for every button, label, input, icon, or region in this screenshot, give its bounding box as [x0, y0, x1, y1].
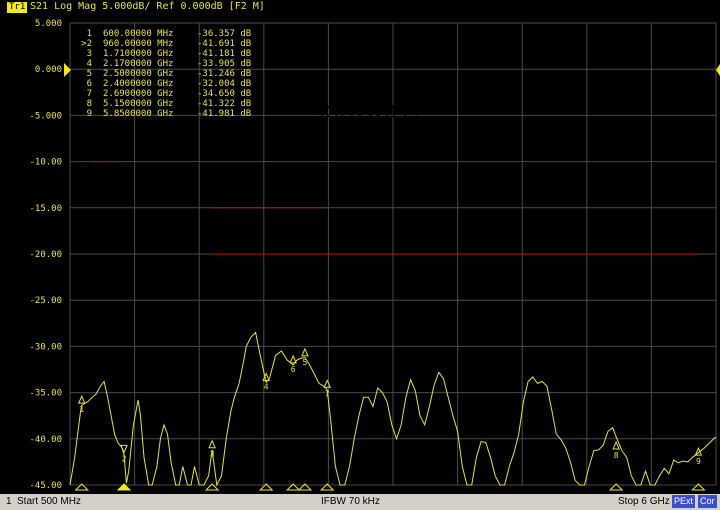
y-tick-label: -5.000 — [29, 111, 62, 121]
marker-glyph-label: 6 — [291, 365, 296, 374]
marker-number: 5 — [87, 69, 92, 79]
y-tick-label: 0.000 — [35, 65, 62, 75]
status-bar: 1 Start 500 MHz IFBW 70 kHz Stop 6 GHz P… — [0, 494, 720, 510]
marker-number: 9 — [87, 109, 92, 119]
marker-glyph — [120, 444, 128, 454]
marker-number: 8 — [87, 99, 92, 109]
marker-stimulus: 2.4000000 GHz — [103, 79, 173, 89]
marker-position-indicators — [74, 483, 706, 491]
marker-stimulus: 960.00000 MHz — [103, 39, 173, 49]
marker-glyph — [612, 440, 620, 450]
marker-position-indicator — [116, 483, 132, 491]
channel-number[interactable]: 1 — [6, 496, 12, 507]
marker-position-indicator — [691, 483, 706, 491]
marker-number: 6 — [87, 79, 92, 89]
marker-stimulus: 1.7100000 GHz — [103, 49, 173, 59]
marker-response: -41.691 dB — [197, 39, 251, 49]
marker-number: 1 — [87, 29, 92, 39]
marker-stimulus: 2.5000000 GHz — [103, 69, 173, 79]
y-tick-label: -15.00 — [29, 204, 62, 214]
reference-markers — [64, 63, 720, 77]
trace-header: Tr1 S21 Log Mag 5.000dB/ Ref 0.000dB [F2… — [0, 0, 720, 16]
marker-glyph — [323, 379, 331, 388]
marker-glyph-label: 3 — [210, 450, 215, 459]
trace-line — [69, 331, 717, 487]
marker-position-indicator — [204, 483, 220, 491]
marker-stimulus: 2.6900000 GHz — [103, 89, 173, 99]
ref-arrow-right — [716, 64, 720, 76]
marker-response: -34.650 dB — [197, 89, 251, 99]
y-tick-label: -10.00 — [29, 158, 62, 168]
annotation-text: 4G2&WIFI 2 — [315, 101, 423, 123]
marker-position-indicator — [608, 483, 624, 491]
marker-stimulus: 5.8500000 GHz — [103, 109, 173, 119]
trace-title[interactable]: S21 Log Mag 5.000dB/ Ref 0.000dB [F2 M] — [30, 1, 265, 12]
y-tick-labels: 5.000 0.000 -5.000 -10.00 -15.00 -20.00 -25.00… — [29, 19, 62, 491]
marker-response: -41.981 dB — [197, 109, 251, 119]
marker-glyph-label: 1 — [79, 405, 84, 414]
ref-arrow-left — [64, 63, 71, 77]
marker-number: 3 — [87, 49, 92, 59]
marker-glyph-label: 5 — [302, 358, 307, 367]
marker-number: 4 — [87, 59, 92, 69]
y-tick-label: -35.00 — [29, 389, 62, 399]
marker-position-indicator — [320, 483, 335, 491]
marker-position-indicator — [74, 483, 89, 491]
plot-area: 5.000 0.000 -5.000 -10.00 -15.00 -20.00 -25.00… — [29, 19, 720, 491]
marker-glyph-label: 2 — [122, 454, 127, 463]
marker-glyph-label: 9 — [696, 457, 701, 466]
marker-number: 7 — [87, 89, 92, 99]
trace-badge[interactable]: Tr1 — [7, 2, 28, 13]
marker-glyph — [208, 439, 216, 449]
pext-badge[interactable]: PExt — [672, 495, 696, 508]
marker-response: -32.004 dB — [197, 79, 251, 89]
marker-response: -36.357 dB — [197, 29, 251, 39]
marker-response: -41.181 dB — [197, 49, 251, 59]
marker-position-indicator — [297, 483, 313, 491]
stop-frequency[interactable]: Stop 6 GHz — [618, 496, 670, 507]
marker-glyph — [289, 354, 297, 364]
marker-glyph — [77, 394, 86, 404]
y-tick-label: 5.000 — [35, 19, 62, 29]
cor-badge[interactable]: Cor — [698, 495, 717, 508]
ifbw-setting[interactable]: IFBW 70 kHz — [321, 496, 380, 507]
marker-stimulus: 5.1500000 GHz — [103, 99, 173, 109]
marker-position-indicator — [258, 483, 274, 491]
y-tick-label: -45.00 — [29, 481, 62, 491]
y-tick-label: -20.00 — [29, 250, 62, 260]
y-tick-label: -40.00 — [29, 435, 62, 445]
marker-glyph — [694, 446, 703, 456]
y-tick-label: -30.00 — [29, 342, 62, 352]
marker-stimulus: 2.1700000 GHz — [103, 59, 173, 69]
marker-table: 1 600.00000 MHz -36.357 dB >2 960.00000 MHz -… — [81, 29, 251, 119]
marker-glyphs: 1 2 3 4 56 7 8 9 — [77, 347, 703, 466]
marker-response: -33.905 dB — [197, 59, 251, 69]
marker-stimulus: 600.00000 MHz — [103, 29, 173, 39]
marker-glyph — [301, 347, 309, 357]
marker-position-indicator — [285, 483, 301, 491]
marker-glyph-label: 7 — [325, 389, 330, 398]
marker-response: -31.246 dB — [197, 69, 251, 79]
marker-glyph-label: 4 — [264, 382, 269, 391]
marker-glyph-label: 8 — [614, 451, 619, 460]
marker-glyph — [262, 372, 270, 381]
marker-number: >2 — [81, 39, 92, 49]
y-tick-label: -25.00 — [29, 296, 62, 306]
marker-response: -41.322 dB — [197, 99, 251, 109]
limit-lines — [93, 161, 699, 255]
start-frequency[interactable]: Start 500 MHz — [17, 496, 81, 507]
